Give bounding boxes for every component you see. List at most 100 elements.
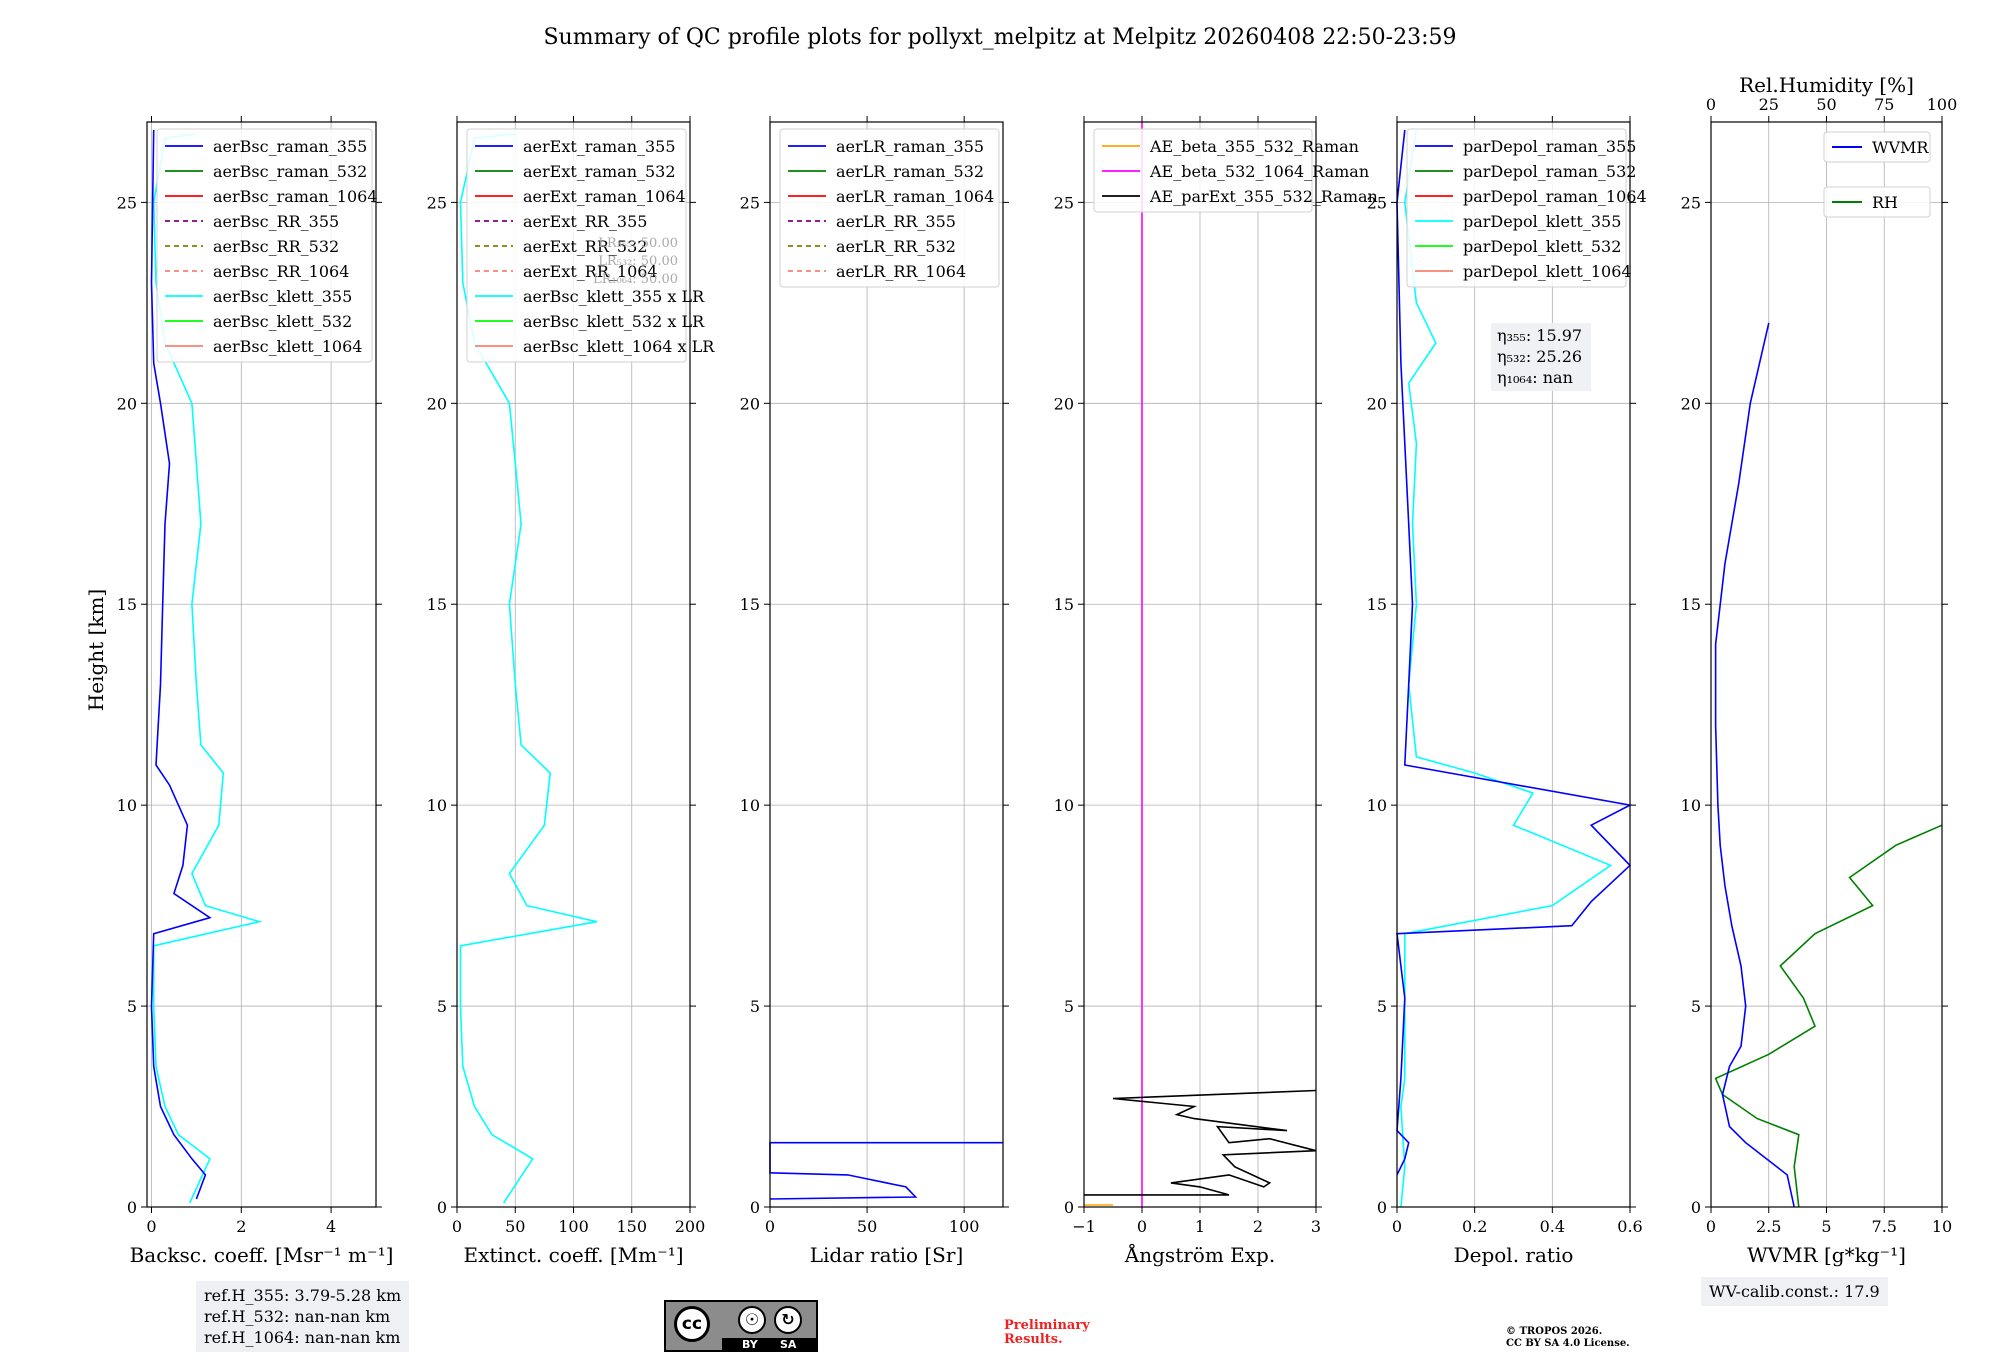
legend-label: aerExt_RR_532 <box>523 237 647 256</box>
x-tick-label: 2.5 <box>1756 1217 1781 1236</box>
legend-label: AE_beta_532_1064_Raman <box>1149 162 1369 181</box>
series-line-aerBsc_raman_355 <box>150 129 212 1200</box>
x-axis-label: Extinct. coeff. [Mm⁻¹] <box>463 1243 683 1267</box>
series-line-AE_parExt_355_532_Raman <box>1084 1089 1317 1196</box>
legend-label: aerBsc_RR_355 <box>213 212 339 231</box>
copyright-line-2: CC BY SA 4.0 License. <box>1506 1338 1630 1349</box>
y-tick-label: 0 <box>750 1198 760 1217</box>
x-tick-label: 0 <box>765 1217 775 1236</box>
cc-icon-text: cc <box>681 1314 703 1334</box>
refh-note: ref.H_355: 3.79-5.28 km ref.H_532: nan-n… <box>196 1281 410 1352</box>
x-tick-label: 150 <box>616 1217 647 1236</box>
x-tick-label: 200 <box>675 1217 706 1236</box>
series-line-parDepol_klett_355 <box>1400 129 1613 1208</box>
legend-label: AE_beta_355_532_Raman <box>1149 137 1359 156</box>
y-axis-label: Height [km] <box>84 589 108 711</box>
y-tick-label: 15 <box>740 595 760 614</box>
y-tick-label: 0 <box>1691 1198 1701 1217</box>
legend-label: aerBsc_klett_532 x LR <box>523 312 705 331</box>
legend-box <box>779 128 1000 288</box>
legend-label: aerBsc_raman_1064 <box>213 187 378 206</box>
legend-label: RH <box>1872 193 1898 212</box>
legend-label: aerBsc_klett_1064 x LR <box>523 337 715 356</box>
x-tick-label: 0 <box>146 1217 156 1236</box>
legend-box <box>466 128 687 363</box>
series-line-RH <box>1714 824 1943 1208</box>
copyright-note: © TROPOS 2026. CC BY SA 4.0 License. <box>1506 1326 1630 1350</box>
x-tick-label: 2 <box>236 1217 246 1236</box>
y-tick-label: 25 <box>427 193 447 212</box>
y-tick-label: 15 <box>1367 595 1387 614</box>
x-axis-label: Depol. ratio <box>1454 1243 1574 1267</box>
y-tick-label: 10 <box>740 796 760 815</box>
x-tick-label: 1 <box>1195 1217 1205 1236</box>
cc-by-label: BY <box>742 1338 758 1351</box>
legend-label: aerLR_RR_532 <box>836 237 956 256</box>
legend-label: parDepol_raman_1064 <box>1463 187 1647 206</box>
legend-label: aerBsc_raman_532 <box>213 162 367 181</box>
series-line-parDepol_raman_355 <box>1396 129 1633 1176</box>
legend-label: aerBsc_raman_355 <box>213 137 367 156</box>
x-tick-label: −1 <box>1072 1217 1096 1236</box>
x-tick-label: 0.4 <box>1540 1217 1565 1236</box>
legend-label: aerBsc_RR_1064 <box>213 262 349 281</box>
series-line-WVMR <box>1714 322 1795 1208</box>
y-tick-label: 10 <box>427 796 447 815</box>
y-tick-label: 20 <box>427 394 447 413</box>
cc-license-badge: cc ☉ ↻ BY SA <box>664 1300 818 1352</box>
y-tick-label: 0 <box>1377 1198 1387 1217</box>
x-tick-label: 0 <box>1706 1217 1716 1236</box>
panel-lidar-ratio: 0 50 100 0 5 10 15 20 25 Lidar ratio [Sr] aerLR_ra… <box>740 116 1009 1267</box>
x-tick-label: 0 <box>452 1217 462 1236</box>
lr-note: LR₃₅₅: 50.00 <box>598 236 678 251</box>
y-tick-label: 15 <box>1681 595 1701 614</box>
panel-depol: 0 0.2 0.4 0.6 0 5 10 15 20 25 Depol. ratio parDepol… <box>1367 116 1647 1267</box>
legend-box <box>156 128 373 363</box>
x2-axis-label: Rel.Humidity [%] <box>1739 73 1914 97</box>
x2-tick-label: 75 <box>1874 95 1894 114</box>
x-tick-label: 2 <box>1253 1217 1263 1236</box>
panel-extinction: 0 50 100 150 200 0 5 10 15 20 25 Extinct. coeff. [M… <box>427 116 715 1267</box>
y-tick-label: 25 <box>117 193 137 212</box>
legend-box <box>1823 131 1931 163</box>
x-tick-label: 50 <box>857 1217 877 1236</box>
cc-icon: cc <box>674 1306 710 1342</box>
legend-label: aerLR_raman_355 <box>836 137 984 156</box>
y-tick-label: 20 <box>1681 394 1701 413</box>
legend-label: parDepol_klett_355 <box>1463 212 1621 231</box>
y-tick-label: 10 <box>1054 796 1074 815</box>
preliminary-note: Preliminary Results. <box>1004 1319 1090 1347</box>
y-tick-label: 20 <box>1054 394 1074 413</box>
sa-icon: ↻ <box>774 1306 802 1334</box>
y-tick-label: 25 <box>740 193 760 212</box>
x-axis-label: Lidar ratio [Sr] <box>810 1243 964 1267</box>
x-tick-label: 0 <box>1137 1217 1147 1236</box>
legend-box <box>1823 186 1931 218</box>
y-tick-label: 0 <box>1064 1198 1074 1217</box>
legend-label: aerBsc_klett_355 x LR <box>523 287 705 306</box>
y-tick-label: 20 <box>117 394 137 413</box>
y-tick-label: 15 <box>427 595 447 614</box>
eta-label: η₃₅₅: 15.97 <box>1497 326 1582 345</box>
y-tick-label: 10 <box>117 796 137 815</box>
legend-label: aerBsc_RR_532 <box>213 237 339 256</box>
x-tick-label: 7.5 <box>1872 1217 1897 1236</box>
refh-355: ref.H_355: 3.79-5.28 km <box>204 1286 402 1305</box>
cc-badge-strip <box>722 1338 816 1352</box>
y-tick-label: 5 <box>1377 997 1387 1016</box>
plot-frame <box>1396 121 1631 1208</box>
by-icon: ☉ <box>738 1306 766 1334</box>
legend-label: aerLR_RR_355 <box>836 212 956 231</box>
y-tick-label: 0 <box>437 1198 447 1217</box>
legend-label: aerExt_RR_355 <box>523 212 647 231</box>
x-axis-label: Ångström Exp. <box>1124 1242 1275 1267</box>
legend-label: AE_parExt_355_532_Raman <box>1149 187 1378 206</box>
y-tick-label: 5 <box>1691 997 1701 1016</box>
legend-label: aerBsc_klett_355 <box>213 287 352 306</box>
eta-label: η₁₀₆₄: nan <box>1497 368 1573 387</box>
legend-label: parDepol_klett_1064 <box>1463 262 1632 281</box>
legend-label: WVMR <box>1872 138 1929 157</box>
y-tick-label: 15 <box>117 595 137 614</box>
y-tick-label: 20 <box>740 394 760 413</box>
